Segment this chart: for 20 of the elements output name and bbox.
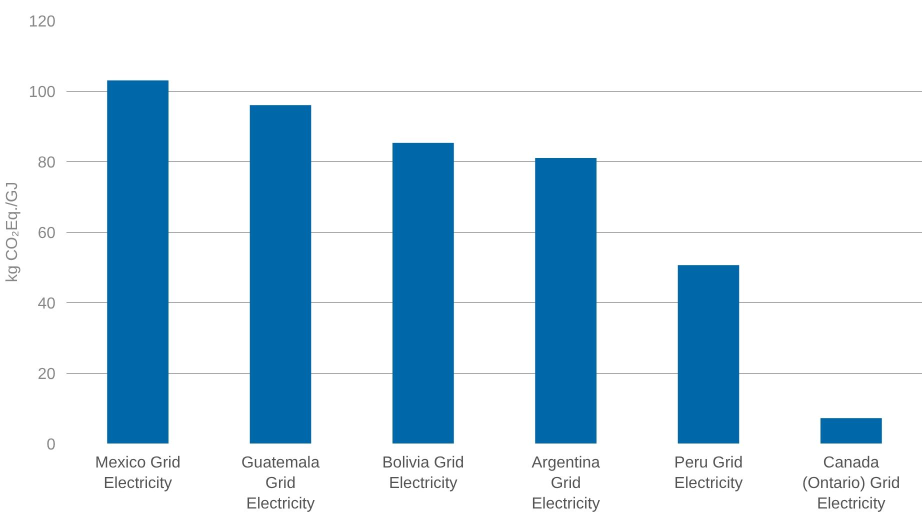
bar bbox=[535, 158, 597, 444]
bar bbox=[392, 142, 454, 444]
bar bbox=[250, 105, 312, 444]
y-tick-label: 40 bbox=[38, 296, 56, 312]
x-tick-label: Mexico Grid Electricity bbox=[95, 454, 181, 492]
y-tick-label: 80 bbox=[38, 154, 56, 172]
y-tick-label: 100 bbox=[28, 84, 56, 101]
bar bbox=[820, 418, 882, 444]
y-tick-label: 120 bbox=[28, 14, 56, 30]
y-tick-label: 0 bbox=[46, 436, 56, 454]
y-tick-label: 60 bbox=[38, 225, 56, 242]
bar bbox=[678, 265, 740, 444]
y-tick-label: 20 bbox=[38, 366, 56, 383]
x-tick-label: Peru Grid Electricity bbox=[674, 454, 743, 492]
x-tick-label: Guatemala Grid Electricity bbox=[241, 454, 320, 512]
x-tick-label: Canada (Ontario) Grid Electricity bbox=[802, 454, 900, 512]
bar bbox=[107, 80, 169, 444]
x-tick-label: Argentina Grid Electricity bbox=[532, 454, 600, 512]
y-axis-title: kg CO₂Eq./GJ bbox=[4, 182, 21, 282]
x-tick-label: Bolivia Grid Electricity bbox=[382, 454, 464, 492]
